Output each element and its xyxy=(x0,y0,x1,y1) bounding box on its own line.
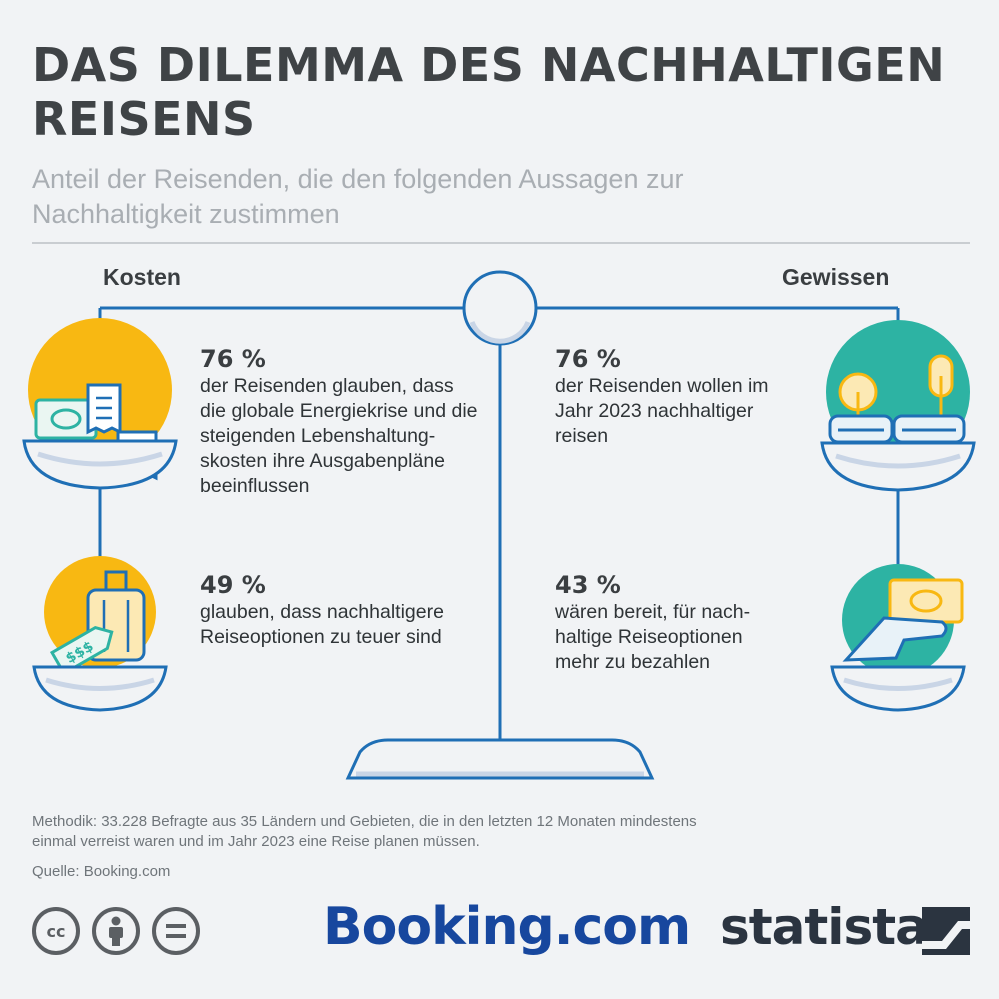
person-icon xyxy=(109,916,123,946)
page-title: DAS DILEMMA DES NACHHALTIGEN REISENS xyxy=(32,38,946,146)
divider xyxy=(32,242,970,244)
cc-text: cc xyxy=(46,921,66,941)
stat-text: der Reisenden wollen im Jahr 2023 nachha… xyxy=(555,375,769,447)
attribution-icon[interactable] xyxy=(92,907,140,955)
pivot-circle-icon xyxy=(462,270,538,346)
stat-text: der Reisenden glauben, dass die globale … xyxy=(200,375,478,497)
train-trees-icon xyxy=(826,320,970,464)
source-note: Quelle: Booking.com xyxy=(32,863,171,880)
methodology-note: Methodik: 33.228 Befragte aus 35 Ländern… xyxy=(32,813,697,850)
scale-base xyxy=(345,738,655,780)
booking-logo[interactable]: Booking.com xyxy=(323,897,691,957)
stat-text: glauben, dass nachhaltigere Reiseoptione… xyxy=(200,601,444,648)
stat-right-2: 43 % wären bereit, für nach-haltige Reis… xyxy=(555,570,785,675)
label-gewissen: Gewissen xyxy=(782,264,890,290)
stat-percentage: 43 % xyxy=(555,571,621,599)
stat-left-2: 49 % glauben, dass nachhaltigere Reiseop… xyxy=(200,570,490,650)
stat-right-1: 76 % der Reisenden wollen im Jahr 2023 n… xyxy=(555,344,800,449)
stat-percentage: 49 % xyxy=(200,571,266,599)
equals-icon xyxy=(166,924,186,938)
cc-license-icon[interactable]: cc xyxy=(32,907,80,955)
statista-logo[interactable]: statista xyxy=(720,898,929,956)
page-subtitle: Anteil der Reisenden, die den folgenden … xyxy=(32,164,684,229)
stat-percentage: 76 % xyxy=(200,345,266,373)
hand-money-icon xyxy=(842,564,964,676)
stat-percentage: 76 % xyxy=(555,345,621,373)
statista-mark-icon xyxy=(922,907,970,955)
no-derivatives-icon[interactable] xyxy=(152,907,200,955)
label-kosten: Kosten xyxy=(103,264,181,290)
stat-left-1: 76 % der Reisenden glauben, dass die glo… xyxy=(200,344,480,499)
stat-text: wären bereit, für nach-haltige Reiseopti… xyxy=(555,601,751,673)
suitcase-price-tag-icon: $$$ xyxy=(44,556,156,676)
